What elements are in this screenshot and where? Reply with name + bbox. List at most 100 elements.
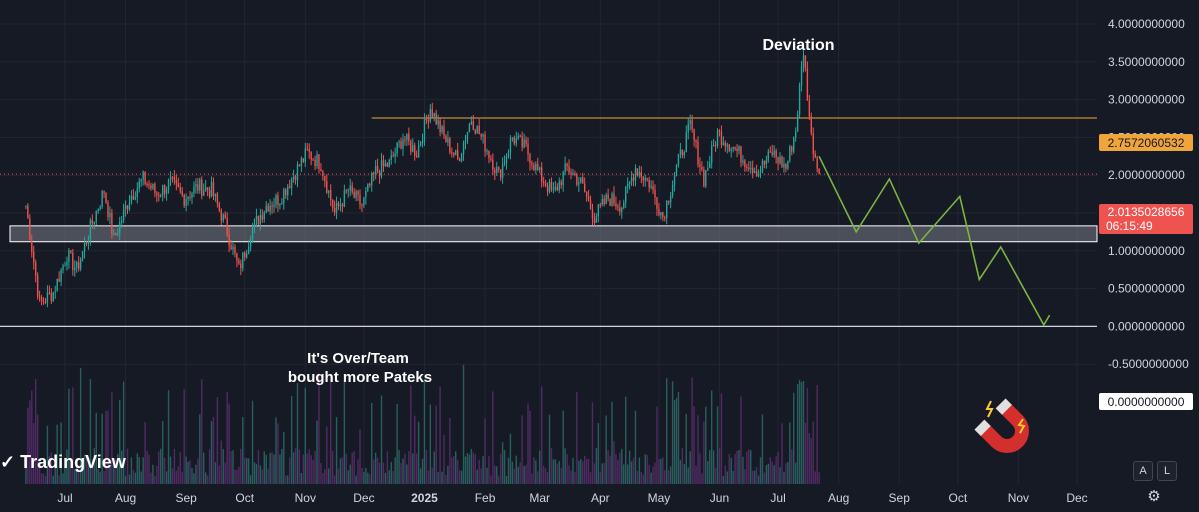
candle-body [515, 138, 517, 144]
volume-bar [212, 416, 215, 484]
candle-body [134, 197, 137, 200]
candle-body [244, 252, 246, 258]
candle-body [285, 189, 287, 196]
volume-bar [265, 454, 267, 484]
volume-bar [406, 464, 408, 484]
volume-bar [751, 470, 754, 484]
auto-scale-button[interactable]: A [1133, 461, 1153, 481]
candle-body [382, 160, 385, 167]
volume-bar [380, 395, 383, 484]
candle-body [603, 198, 605, 205]
candle-body [210, 182, 213, 197]
volume-bar [515, 455, 517, 484]
volume-bar [689, 451, 691, 484]
resistance-price-tag: 2.7572060532 [1099, 134, 1193, 151]
candle-body [228, 234, 230, 246]
volume-bar [353, 450, 355, 484]
volume-bar [216, 397, 219, 484]
candle-body [580, 177, 582, 183]
candle-body [167, 179, 170, 190]
volume-bar [187, 461, 189, 484]
projection-path[interactable] [818, 155, 1051, 327]
candle-body [765, 160, 768, 164]
candle-body [261, 215, 264, 220]
candle-body [611, 193, 613, 206]
volume-bar [611, 401, 613, 484]
candle-body [414, 145, 416, 156]
candle-body [415, 155, 418, 158]
volume-bar [111, 391, 113, 484]
candle-body [251, 227, 254, 243]
log-scale-button[interactable]: L [1157, 461, 1177, 481]
candle-body [33, 251, 35, 263]
candle-body [675, 164, 678, 176]
candle-body [265, 205, 267, 213]
candle-body [757, 172, 760, 177]
candle-body [412, 145, 414, 152]
candle-body [742, 160, 744, 163]
volume-bar [290, 396, 293, 484]
volume-bar [365, 468, 367, 484]
volume-bar [699, 453, 701, 484]
volume-bar [263, 451, 265, 484]
volume-bar [175, 470, 178, 484]
volume-bar [52, 475, 54, 484]
candle-body [234, 246, 236, 254]
candle-body [331, 199, 334, 209]
time-axis[interactable]: Jul Aug Sep Oct Nov Dec 2025 Feb Mar Apr May Jun Jul… [57, 491, 1087, 505]
volume-bar [677, 391, 680, 484]
candle-body [304, 148, 307, 162]
candle-body [478, 125, 480, 135]
volume-bar [367, 472, 369, 484]
volume-bar [277, 423, 279, 484]
volume-bar [44, 475, 47, 484]
settings-gear-icon[interactable]: ⚙ [1147, 488, 1161, 505]
volume-bar [70, 466, 72, 484]
candle-body [320, 169, 322, 172]
price-axis[interactable]: 4.00000000003.50000000003.00000000002.50… [1108, 17, 1189, 371]
volume-bar [414, 415, 416, 484]
candlesticks [25, 45, 820, 308]
candle-body [554, 186, 557, 190]
volume-bar [695, 465, 697, 484]
candle-body [271, 205, 273, 207]
candle-body [566, 163, 568, 166]
volume-bar [134, 472, 137, 484]
volume-bar [673, 400, 676, 484]
candle-body [638, 172, 641, 176]
support-zone[interactable] [9, 225, 1098, 243]
deviation-annotation: Deviation [762, 37, 834, 54]
volume-bar [163, 458, 166, 484]
candle-body [158, 195, 160, 197]
candle-body [173, 177, 176, 180]
volume-bar [208, 449, 211, 484]
candle-body [763, 160, 766, 164]
candle-body [236, 253, 238, 261]
candle-body [623, 202, 625, 208]
candle-body [175, 179, 178, 184]
magnet-icon [974, 398, 1029, 453]
candle-body [378, 171, 381, 177]
volume-bar [304, 387, 307, 484]
volume-bar [396, 403, 398, 484]
candle-body [750, 167, 752, 170]
volume-bar [486, 467, 488, 484]
volume-bar [249, 475, 252, 484]
current-price-label: 2.0135028656 [1108, 205, 1185, 219]
volume-bar [201, 379, 203, 484]
volume-bar [185, 456, 187, 484]
volume-bar [732, 470, 734, 484]
candle-body [437, 120, 439, 125]
candle-body [208, 190, 211, 197]
candle-body [582, 177, 584, 184]
candle-body [531, 163, 533, 165]
candle-body [722, 142, 725, 145]
candle-body [105, 192, 107, 203]
volume-bar [415, 453, 418, 484]
candle-body [640, 172, 643, 178]
volume-bar [474, 454, 476, 484]
volume-bar [615, 453, 617, 484]
volume-bar [583, 455, 586, 484]
volume-bar [296, 382, 299, 484]
